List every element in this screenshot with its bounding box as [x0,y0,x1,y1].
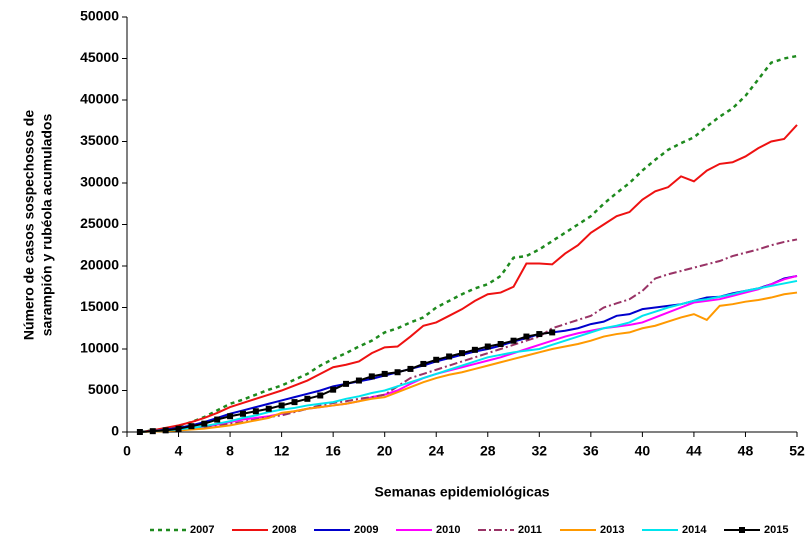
series-marker [265,405,272,412]
series-line [139,274,798,433]
series-marker [497,341,504,348]
legend-label: 2007 [190,524,214,536]
x-tick-label: 32 [532,443,548,459]
x-tick-label: 8 [226,443,234,459]
x-tick-label: 36 [583,443,599,459]
y-tick-label: 25000 [80,215,119,231]
series-line [139,238,798,433]
series-marker [381,370,388,377]
series-marker [214,416,221,423]
series-marker [136,429,143,435]
series-marker [162,427,169,434]
series-marker [355,377,362,384]
x-axis-label: Semanas epidemiológicas [374,484,549,500]
y-tick-label: 20000 [80,257,119,273]
series-marker [227,413,234,420]
series-line [139,291,798,433]
series-marker [291,399,298,406]
legend-label: 2015 [764,524,788,536]
series-marker [394,369,401,376]
x-tick-label: 16 [325,443,341,459]
x-tick-label: 44 [686,443,702,459]
y-tick-label: 35000 [80,132,119,148]
series-marker [549,329,556,336]
x-tick-label: 52 [789,443,805,459]
x-tick-label: 28 [480,443,496,459]
series-marker [471,346,478,353]
y-tick-label: 30000 [80,174,119,190]
x-tick-label: 0 [123,443,131,459]
y-axis-label: sarampión y rubéola acumulados [39,114,55,337]
series-marker [330,386,337,393]
y-tick-label: 5000 [88,381,119,397]
x-tick-label: 40 [635,443,651,459]
x-tick-label: 24 [428,443,444,459]
series-marker [149,428,156,435]
legend-label: 2010 [436,524,460,536]
y-tick-label: 45000 [80,49,119,65]
x-tick-label: 12 [274,443,290,459]
x-tick-label: 48 [738,443,754,459]
x-tick-label: 20 [377,443,393,459]
series-marker [536,331,543,338]
series-marker [459,350,465,357]
series-marker [420,360,427,367]
series-marker [252,408,259,415]
legend-label: 2009 [354,524,378,536]
series-marker [175,425,182,432]
legend-label: 2011 [518,524,542,536]
series-marker [510,337,517,344]
series-line [139,124,798,433]
series-marker [317,392,324,399]
y-tick-label: 40000 [80,91,119,107]
y-tick-label: 50000 [80,8,119,24]
series-line [139,54,798,434]
y-tick-label: 0 [111,423,119,439]
series-marker [484,343,491,350]
series-marker [201,420,208,427]
legend-marker [739,527,745,533]
legend-label: 2013 [600,524,624,536]
series-marker [446,353,453,360]
series-marker [239,410,246,417]
x-tick-label: 4 [175,443,183,459]
series-marker [368,373,375,380]
y-tick-label: 15000 [80,298,119,314]
series-line [139,279,798,433]
y-axis-label: Número de casos sospechosos de [21,110,37,341]
series-marker [278,402,285,409]
series-marker [523,333,530,340]
series-marker [343,380,350,387]
series-marker [407,365,414,372]
y-tick-label: 10000 [80,340,119,356]
legend-label: 2008 [272,524,296,536]
series-marker [188,423,195,430]
series-marker [433,356,440,363]
legend-label: 2014 [682,524,707,536]
series-marker [304,395,311,402]
